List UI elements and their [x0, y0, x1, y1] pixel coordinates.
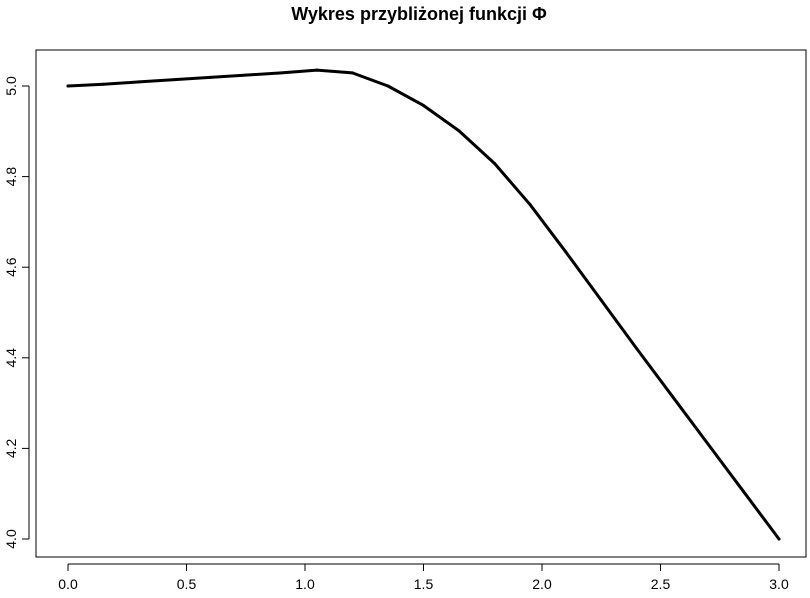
data-point	[599, 298, 603, 302]
y-tick-label: 5.0	[3, 76, 19, 96]
data-point	[493, 161, 497, 165]
x-tick-label: 3.0	[769, 576, 789, 592]
series-line	[66, 68, 781, 541]
data-point	[670, 394, 674, 398]
data-point	[173, 78, 177, 82]
data-point	[528, 203, 532, 207]
x-ticks: 0.0 0.5 1.0 1.5 2.0 2.5 3.0	[58, 564, 789, 592]
x-tick-label: 2.0	[532, 576, 552, 592]
x-tick-label: 0.5	[177, 576, 197, 592]
data-point	[706, 442, 710, 446]
data-point	[102, 82, 106, 86]
data-point	[386, 84, 390, 88]
y-tick-label: 4.2	[3, 438, 19, 458]
series-points	[66, 68, 781, 541]
data-point	[457, 129, 461, 133]
data-point	[66, 84, 70, 88]
data-point	[350, 71, 354, 75]
data-point	[208, 75, 212, 79]
x-tick-label: 2.5	[651, 576, 671, 592]
data-point	[422, 103, 425, 107]
y-tick-label: 4.0	[3, 529, 19, 549]
data-point	[315, 68, 319, 72]
plot-frame	[35, 49, 807, 558]
data-point	[635, 347, 639, 351]
y-tick-label: 4.8	[3, 167, 19, 187]
data-point	[741, 489, 745, 493]
data-point	[564, 250, 568, 254]
x-tick-label: 0.0	[58, 576, 78, 592]
x-tick-label: 1.0	[295, 576, 315, 592]
data-point	[137, 80, 141, 84]
y-tick-label: 4.6	[3, 257, 19, 277]
y-tick-label: 4.4	[3, 348, 19, 368]
chart-title: Wykres przybliżonej funkcji Φ	[291, 4, 547, 24]
y-ticks: 4.0 4.2 4.4 4.6 4.8 5.0	[3, 76, 29, 549]
data-point	[244, 73, 248, 77]
x-tick-label: 1.5	[414, 576, 434, 592]
data-point	[279, 71, 283, 75]
data-point	[777, 537, 781, 541]
